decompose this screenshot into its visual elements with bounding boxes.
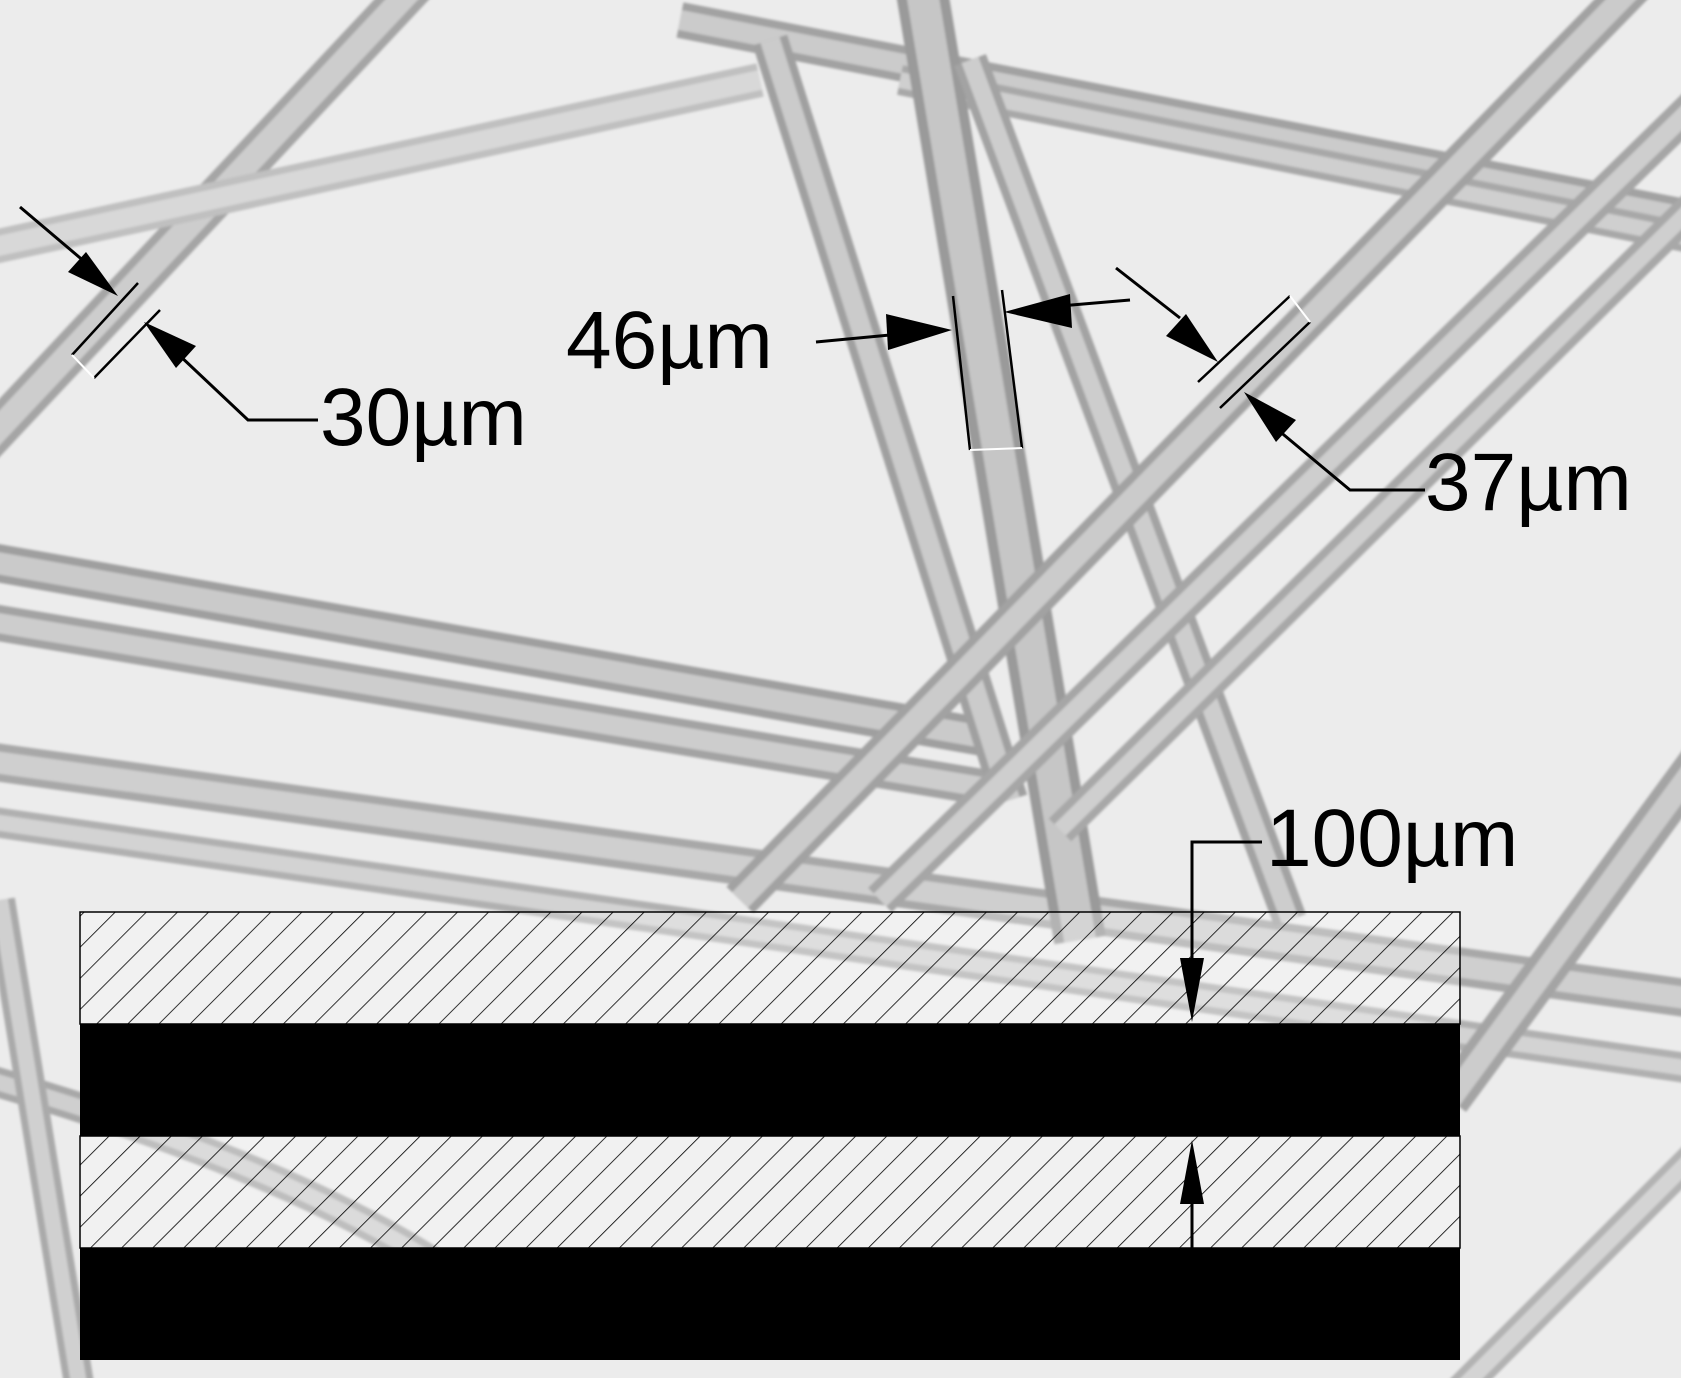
fiber-top-right-1 (676, 2, 1681, 235)
fiber-faint-top (0, 63, 764, 264)
arrow-center-in (886, 314, 952, 350)
dimension-layer-spacing: 100µm (1180, 793, 1518, 1250)
hatched-layer-top (79, 911, 1461, 1025)
arrow-spacing-down (1180, 958, 1204, 1022)
label-fiber-left: 30µm (320, 372, 527, 463)
fiber-horizontal-1 (0, 544, 1004, 759)
dimension-right: 37µm (1115, 266, 1632, 528)
fiber-horizontal-2 (0, 605, 1003, 808)
fiber-right-diagonal-3 (1048, 196, 1681, 842)
fiber-lower-right (1450, 1147, 1681, 1378)
arrow-center-out (1004, 294, 1072, 328)
label-fiber-right: 37µm (1425, 437, 1632, 528)
arrow-left-out (144, 322, 196, 368)
layer-stack (79, 911, 1461, 1360)
arrow-right-out (1244, 392, 1296, 442)
hatched-layer-bottom (79, 1135, 1461, 1249)
arrow-spacing-up (1180, 1140, 1204, 1204)
arrow-left-in (68, 252, 118, 296)
arrow-right-in (1166, 314, 1218, 362)
fiber-right-diagonal-2 (868, 94, 1681, 913)
fiber-left-diagonal (0, 0, 429, 457)
fiber-right-lower (1433, 752, 1681, 1112)
label-layer-spacing: 100µm (1266, 793, 1518, 884)
fiber-right-diagonal-1 (726, 0, 1648, 914)
dimension-center: 46µm (566, 289, 1131, 451)
dimension-left: 30µm (19, 205, 527, 463)
solid-layer-top (80, 1024, 1460, 1136)
fiber-center-vertical (896, 0, 1106, 945)
solid-layer-bottom (80, 1248, 1460, 1360)
fiber-lower-left-vertical (0, 897, 94, 1378)
label-fiber-center: 46µm (566, 295, 773, 386)
